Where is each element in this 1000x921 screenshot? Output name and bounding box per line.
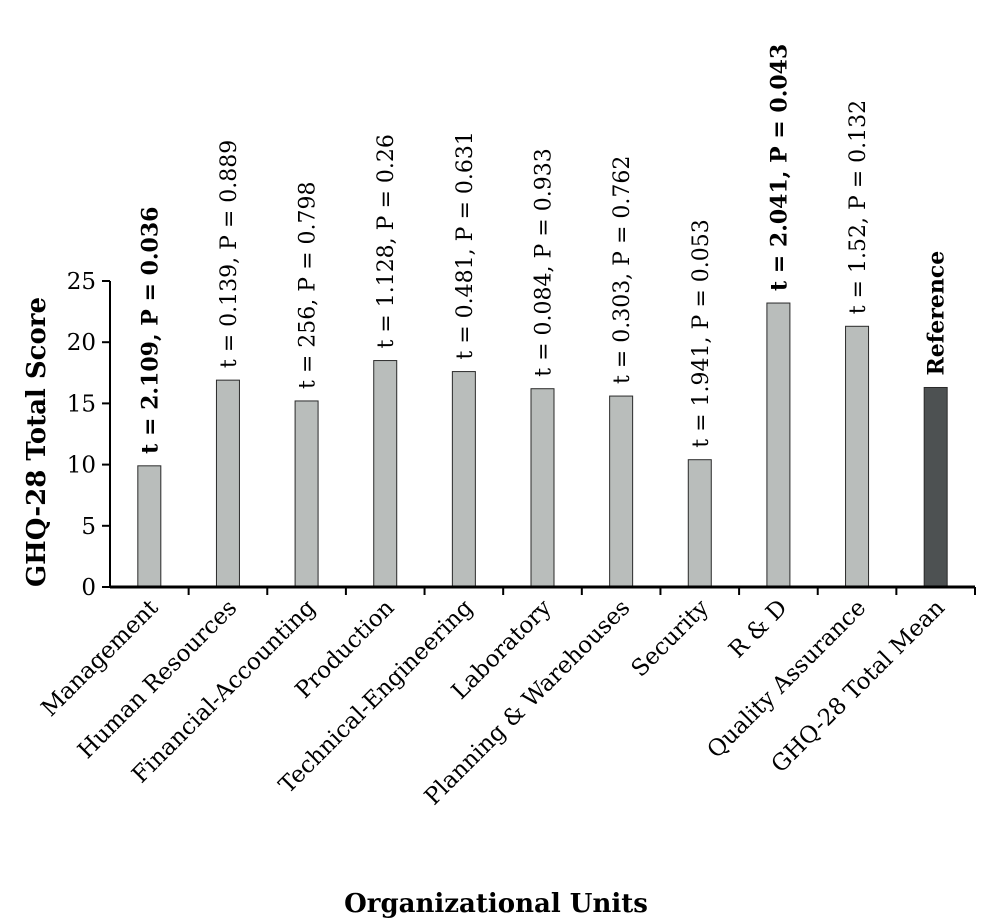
- bar: [451, 371, 476, 588]
- category-label: Security: [627, 595, 714, 682]
- bar: [609, 395, 634, 588]
- bar-data-label: t = 2.109, P = 0.036: [137, 207, 163, 454]
- bar-data-label: t = 1.128, P = 0.26: [374, 134, 399, 348]
- bar-data-label: Reference: [924, 251, 950, 376]
- y-tick-label: 10: [67, 453, 96, 479]
- bar-data-label: t = 1.52, P = 0.132: [846, 100, 871, 314]
- bar: [845, 325, 870, 588]
- y-tick-label: 15: [67, 391, 96, 417]
- y-tick-label: 20: [67, 330, 96, 356]
- bar-data-label: t = 0.481, P = 0.631: [453, 131, 478, 359]
- bar-labels: t = 2.109, P = 0.036 t = 0.139, P = 0.889…: [137, 44, 949, 454]
- bar: [215, 379, 240, 588]
- y-axis-ticks: 0 5 10 15 20 25: [67, 269, 110, 601]
- y-tick-label: 0: [81, 575, 96, 601]
- bar: [530, 388, 555, 588]
- y-tick-label: 25: [67, 269, 96, 295]
- y-tick-label: 5: [81, 514, 96, 540]
- y-axis-title: GHQ-28 Total Score: [22, 297, 52, 587]
- bar: [766, 302, 791, 588]
- bar: [923, 386, 948, 588]
- bar: [687, 459, 712, 588]
- bar: [294, 400, 319, 588]
- bars: [137, 302, 948, 588]
- bar-data-label: t = 2.041, P = 0.043: [766, 44, 792, 291]
- bar-data-label: t = 0.303, P = 0.762: [610, 156, 635, 384]
- bar: [373, 360, 398, 588]
- bar-data-label: t = 256, P = 0.798: [296, 181, 321, 388]
- bar: [137, 465, 162, 588]
- x-axis-title: Organizational Units: [344, 889, 648, 919]
- bar-data-label: t = 0.084, P = 0.933: [532, 148, 557, 376]
- bar-data-label: t = 0.139, P = 0.889: [217, 140, 242, 368]
- bar-data-label: t = 1.941, P = 0.053: [689, 219, 714, 447]
- category-label: R & D: [724, 595, 792, 663]
